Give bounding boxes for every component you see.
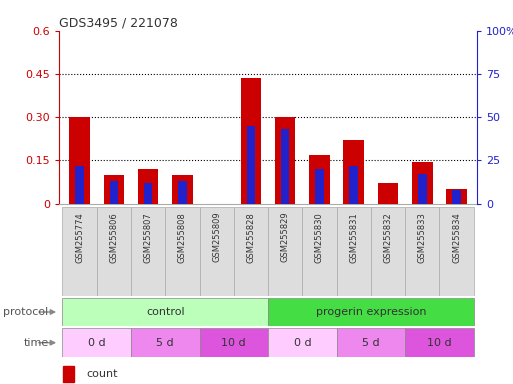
Bar xyxy=(337,207,371,296)
Text: 5 d: 5 d xyxy=(156,338,174,348)
Bar xyxy=(165,207,200,296)
Text: protocol: protocol xyxy=(4,307,49,317)
Bar xyxy=(96,207,131,296)
Bar xyxy=(405,207,440,296)
Text: count: count xyxy=(86,369,117,379)
Bar xyxy=(349,166,358,204)
Text: progerin expression: progerin expression xyxy=(315,307,426,317)
Bar xyxy=(446,189,467,204)
Text: GDS3495 / 221078: GDS3495 / 221078 xyxy=(59,17,178,30)
Bar xyxy=(405,328,473,357)
Text: 5 d: 5 d xyxy=(362,338,380,348)
Bar xyxy=(131,207,165,296)
Bar xyxy=(452,190,461,204)
Bar xyxy=(281,129,289,204)
Bar xyxy=(200,207,234,296)
Text: GSM255834: GSM255834 xyxy=(452,212,461,263)
Bar xyxy=(138,169,159,204)
Text: 10 d: 10 d xyxy=(427,338,452,348)
Bar xyxy=(131,328,200,357)
Text: time: time xyxy=(24,338,49,348)
Bar xyxy=(418,174,426,204)
Bar xyxy=(104,175,124,204)
Bar xyxy=(247,126,255,204)
Bar xyxy=(302,207,337,296)
Bar xyxy=(343,140,364,204)
Bar xyxy=(337,328,405,357)
Bar xyxy=(63,207,96,296)
Bar xyxy=(234,207,268,296)
Bar xyxy=(63,328,131,357)
Bar xyxy=(309,155,330,204)
Bar xyxy=(268,298,473,326)
Text: GSM255828: GSM255828 xyxy=(246,212,255,263)
Bar xyxy=(412,162,432,204)
Bar xyxy=(75,166,84,204)
Bar xyxy=(63,298,268,326)
Bar xyxy=(440,207,473,296)
Text: GSM255829: GSM255829 xyxy=(281,212,290,262)
Text: GSM255806: GSM255806 xyxy=(109,212,119,263)
Bar xyxy=(275,117,295,204)
Bar xyxy=(371,207,405,296)
Text: GSM255830: GSM255830 xyxy=(315,212,324,263)
Bar xyxy=(110,181,118,204)
Bar xyxy=(172,175,193,204)
Text: 10 d: 10 d xyxy=(222,338,246,348)
Text: 0 d: 0 d xyxy=(88,338,106,348)
Text: GSM255831: GSM255831 xyxy=(349,212,358,263)
Text: GSM255808: GSM255808 xyxy=(178,212,187,263)
Bar xyxy=(200,328,268,357)
Text: GSM255832: GSM255832 xyxy=(384,212,392,263)
Bar xyxy=(144,183,152,204)
Bar xyxy=(178,181,187,204)
Bar xyxy=(315,169,324,204)
Bar xyxy=(268,328,337,357)
Text: GSM255833: GSM255833 xyxy=(418,212,427,263)
Bar xyxy=(378,184,398,204)
Text: GSM255807: GSM255807 xyxy=(144,212,152,263)
Text: 0 d: 0 d xyxy=(293,338,311,348)
Bar xyxy=(241,78,261,204)
Text: GSM255809: GSM255809 xyxy=(212,212,221,262)
Bar xyxy=(268,207,302,296)
Text: GSM255774: GSM255774 xyxy=(75,212,84,263)
Bar xyxy=(63,366,74,382)
Text: control: control xyxy=(146,307,185,317)
Bar xyxy=(69,117,90,204)
